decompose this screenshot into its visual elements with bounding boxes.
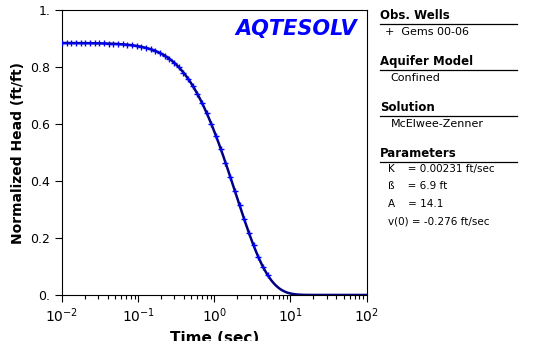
Text: Solution: Solution (380, 101, 435, 114)
Text: AQTESOLV: AQTESOLV (236, 19, 357, 39)
Y-axis label: Normalized Head (ft/ft): Normalized Head (ft/ft) (11, 62, 25, 243)
Text: Confined: Confined (391, 73, 441, 83)
Text: A    = 14.1: A = 14.1 (388, 199, 444, 209)
Text: Parameters: Parameters (380, 147, 457, 160)
Text: v(0) = -0.276 ft/sec: v(0) = -0.276 ft/sec (388, 217, 489, 227)
Text: ß    = 6.9 ft: ß = 6.9 ft (388, 181, 447, 191)
Text: Obs. Wells: Obs. Wells (380, 9, 450, 21)
Text: Aquifer Model: Aquifer Model (380, 55, 473, 68)
Text: K    = 0.00231 ft/sec: K = 0.00231 ft/sec (388, 164, 495, 174)
Text: McElwee-Zenner: McElwee-Zenner (391, 119, 484, 129)
Text: +  Gems 00-06: + Gems 00-06 (385, 27, 469, 37)
X-axis label: Time (sec): Time (sec) (170, 331, 259, 341)
